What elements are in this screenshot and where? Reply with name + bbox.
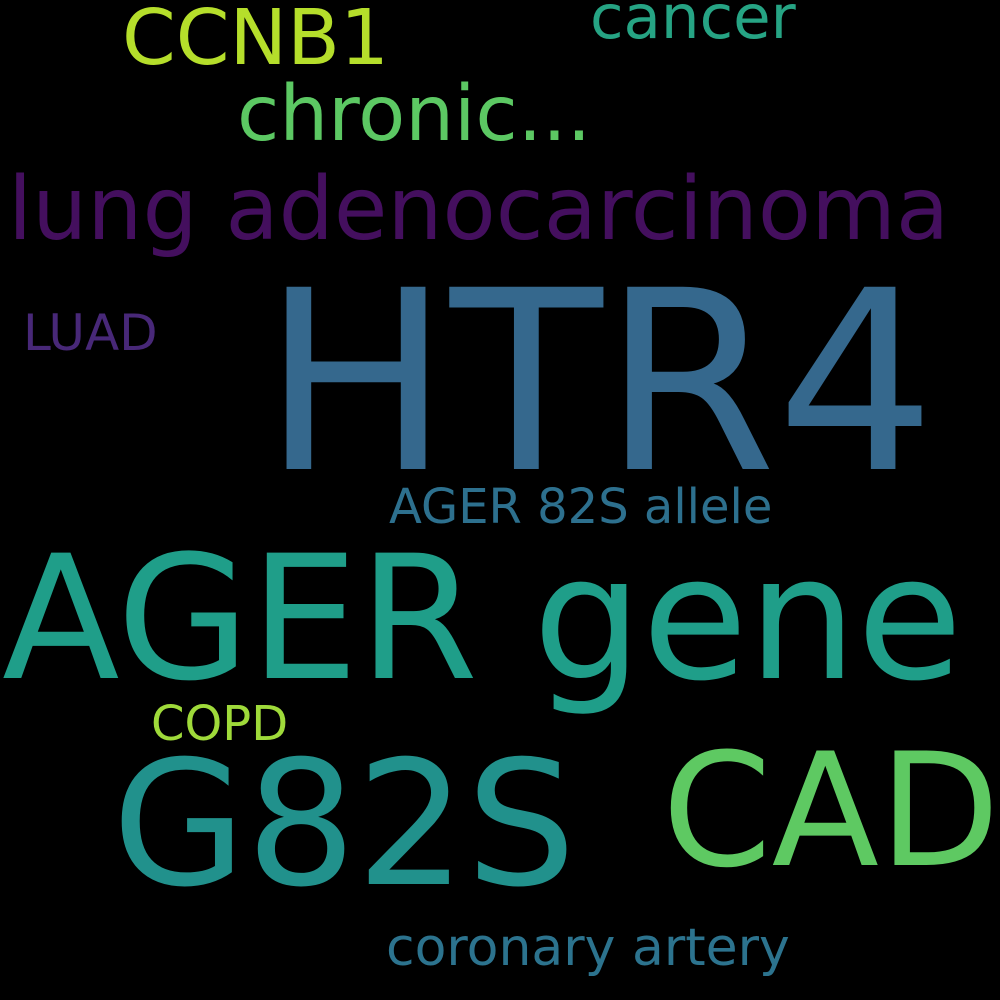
word-chronic: chronic... <box>237 70 592 159</box>
word-htr4: HTR4 <box>262 237 936 528</box>
word-ager-gene: AGER gene <box>2 518 963 719</box>
word-lung-adenocarcinoma: lung adenocarcinoma <box>8 158 950 260</box>
word-g82s: G82S <box>112 723 577 925</box>
word-ager-82s-allele: AGER 82S allele <box>389 479 773 535</box>
word-cad: CAD <box>662 720 1000 903</box>
word-copd: COPD <box>151 696 289 752</box>
word-luad: LUAD <box>23 304 158 362</box>
word-coronary-artery: coronary artery <box>386 918 790 978</box>
word-cancer: cancer <box>590 0 796 53</box>
word-ccnb1: CCNB1 <box>122 0 389 83</box>
